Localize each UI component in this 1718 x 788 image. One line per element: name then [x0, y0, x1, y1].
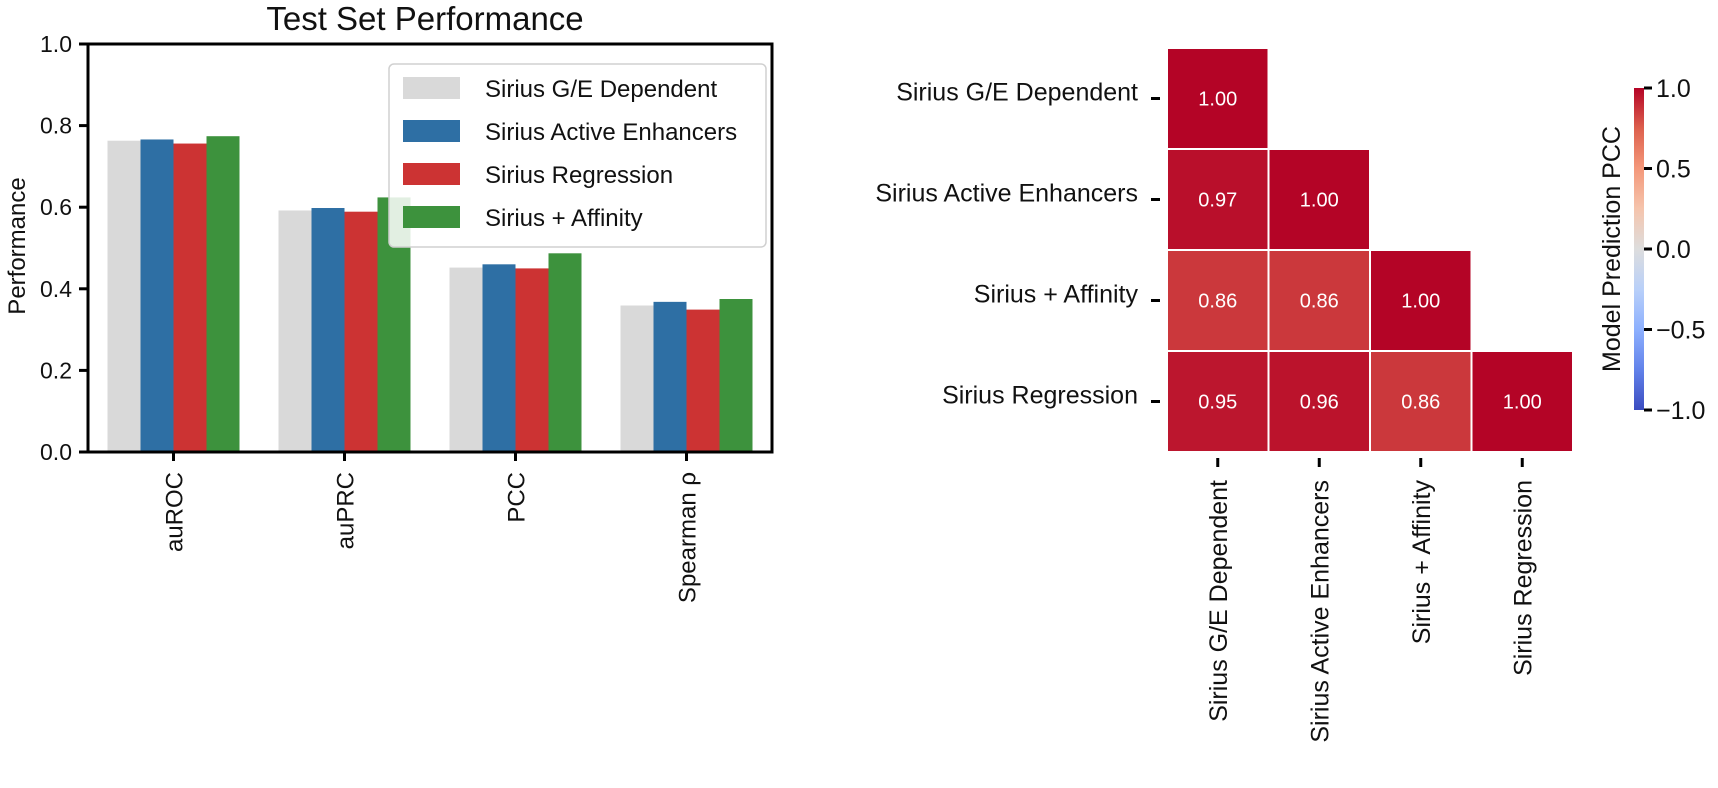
heatmap-cell-value: 1.00 — [1198, 89, 1237, 111]
heatmap-row-label: Sirius + Affinity — [974, 281, 1139, 309]
heatmap-column-label: Sirius + Affinity — [1408, 480, 1436, 645]
heatmap-cell-value: 0.86 — [1198, 291, 1237, 313]
x-tick-label: auROC — [162, 472, 189, 552]
bar — [482, 264, 516, 452]
heatmap-cell-value: 0.95 — [1198, 392, 1237, 414]
heatmap-row-label: Sirius G/E Dependent — [896, 79, 1138, 107]
heatmap-row-label: Sirius Regression — [942, 382, 1138, 410]
bar — [653, 301, 687, 452]
y-tick-label: 0.0 — [40, 439, 72, 465]
colorbar-tick-label: 0.5 — [1656, 156, 1691, 184]
colorbar-tick-label: 1.0 — [1656, 75, 1691, 103]
legend-swatch — [403, 163, 460, 185]
x-tick-label: PCC — [504, 472, 531, 523]
heatmap-cell — [1267, 148, 1371, 251]
heatmap-cell-value: 1.00 — [1300, 190, 1339, 212]
colorbar-tick-label: −0.5 — [1656, 317, 1705, 345]
bar-chart-x-ticks: auROC auPRC PCC Spearman ρ — [162, 452, 702, 603]
legend-label: Sirius + Affinity — [485, 205, 643, 232]
colorbar-ticks: 1.0 0.5 0.0 −0.5 −1.0 — [1644, 75, 1705, 425]
y-tick-label: 1.0 — [40, 31, 72, 57]
colorbar-tick-label: 0.0 — [1656, 236, 1691, 264]
bar-chart-legend: Sirius G/E Dependent Sirius Active Enhanc… — [388, 63, 767, 248]
heatmap-cell-value: 0.96 — [1300, 392, 1339, 414]
bar — [278, 210, 312, 452]
legend-label: Sirius Regression — [485, 162, 673, 189]
bar-chart-title: Test Set Performance — [266, 0, 583, 37]
heatmap-row-label: Sirius Active Enhancers — [875, 180, 1138, 208]
bar — [686, 309, 720, 452]
heatmap-cell-value: 0.97 — [1198, 190, 1237, 212]
heatmap-cell-value: 1.00 — [1503, 392, 1542, 414]
y-tick-label: 0.6 — [40, 194, 72, 220]
legend-label: Sirius G/E Dependent — [485, 76, 717, 103]
heatmap-cell-value: 0.86 — [1300, 291, 1339, 313]
bar-chart-bars — [107, 136, 753, 453]
heatmap-cells: 1.00 0.97 1.00 0.86 0.86 1.00 0.95 0.96 0.86 1.00 — [1166, 47, 1574, 453]
legend-box — [388, 63, 767, 248]
bar — [515, 268, 549, 452]
y-tick-label: 0.4 — [40, 276, 72, 302]
x-tick-label: Spearman ρ — [675, 472, 702, 603]
colorbar-tick-label: −1.0 — [1656, 397, 1705, 425]
heatmap-column-label: Sirius Regression — [1509, 480, 1537, 676]
bar-chart-y-ticks: 0.0 0.2 0.4 0.6 0.8 1.0 — [40, 31, 88, 465]
y-tick-label: 0.8 — [40, 113, 72, 139]
x-tick-label: auPRC — [333, 472, 360, 549]
bar — [449, 267, 483, 452]
bar — [206, 136, 240, 452]
bar — [620, 305, 654, 452]
bar — [719, 299, 753, 452]
heatmap-cell — [1166, 249, 1270, 352]
heatmap-column-labels: Sirius G/E Dependent Sirius Active Enhanc… — [1205, 458, 1537, 743]
legend-swatch — [403, 206, 460, 228]
bar — [173, 143, 207, 452]
heatmap-row-labels: Sirius G/E Dependent Sirius Active Enhanc… — [875, 79, 1160, 410]
heatmap-panel: 1.000.97 1.000.86 0.86 1.000.95 0.96 0.86 1.00… — [875, 47, 1705, 743]
bar — [311, 208, 345, 452]
bar — [548, 253, 582, 452]
bar — [344, 211, 378, 452]
heatmap-cell — [1267, 350, 1371, 453]
heatmap-cell — [1369, 249, 1473, 352]
colorbar — [1634, 88, 1644, 410]
heatmap-cell — [1166, 47, 1270, 150]
heatmap-cell-value: 0.86 — [1401, 392, 1440, 414]
legend-swatch — [403, 120, 460, 142]
heatmap-cell — [1267, 249, 1371, 352]
bar — [107, 140, 141, 453]
bar-chart-panel: Test Set Performance Performance 0.00.20… — [4, 0, 774, 603]
legend-label: Sirius Active Enhancers — [485, 119, 737, 146]
bar-chart-y-axis-label: Performance — [4, 177, 31, 314]
bar — [140, 139, 174, 453]
bar-chart-axes-frame — [86, 42, 774, 454]
heatmap-column-label: Sirius Active Enhancers — [1306, 480, 1334, 743]
legend-swatch — [403, 77, 460, 99]
heatmap-column-label: Sirius G/E Dependent — [1205, 480, 1233, 722]
heatmap-cell — [1470, 350, 1574, 453]
y-tick-label: 0.2 — [40, 357, 72, 383]
colorbar-label: Model Prediction PCC — [1598, 126, 1626, 372]
heatmap-cell-value: 1.00 — [1401, 291, 1440, 313]
